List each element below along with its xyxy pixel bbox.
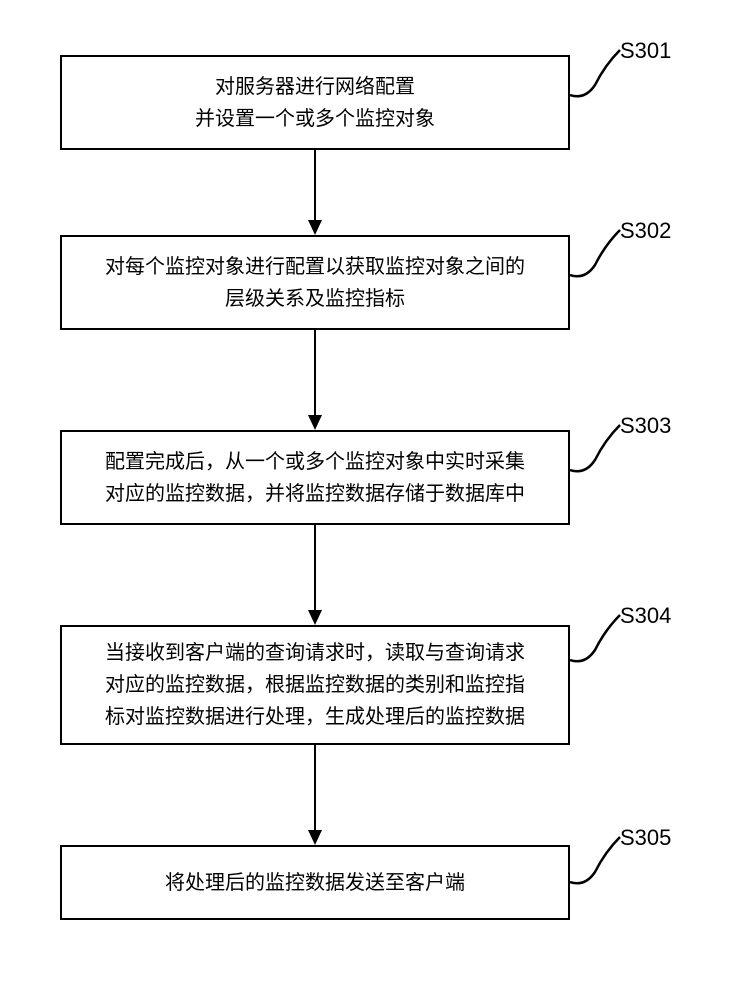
step-text: 当接收到客户端的查询请求时，读取与查询请求 对应的监控数据，根据监控数据的类别和…	[105, 637, 525, 733]
step-text-line: 对应的监控数据，并将监控数据存储于数据库中	[105, 483, 525, 505]
step-text: 对服务器进行网络配置 并设置一个或多个监控对象	[195, 71, 435, 135]
step-text-line: 标对监控数据进行处理，生成处理后的监控数据	[105, 706, 525, 728]
step-label-s305: S305	[620, 825, 671, 851]
step-text-line: 对每个监控对象进行配置以获取监控对象之间的	[105, 256, 525, 278]
connector-curve	[570, 225, 625, 290]
step-text-line: 对应的监控数据，根据监控数据的类别和监控指	[105, 674, 525, 696]
step-text-line: 并设置一个或多个监控对象	[195, 108, 435, 130]
step-label-s302: S302	[620, 218, 671, 244]
step-text: 将处理后的监控数据发送至客户端	[165, 867, 465, 899]
step-label-s304: S304	[620, 603, 671, 629]
step-text: 对每个监控对象进行配置以获取监控对象之间的 层级关系及监控指标	[105, 251, 525, 315]
arrow-connector	[305, 525, 325, 626]
arrow-connector	[305, 330, 325, 431]
flowchart-container: 对服务器进行网络配置 并设置一个或多个监控对象 S301 对每个监控对象进行配置…	[0, 0, 737, 1000]
step-text-line: 当接收到客户端的查询请求时，读取与查询请求	[105, 642, 525, 664]
step-text-line: 将处理后的监控数据发送至客户端	[165, 872, 465, 894]
step-box-s302: 对每个监控对象进行配置以获取监控对象之间的 层级关系及监控指标	[60, 235, 570, 330]
step-text-line: 对服务器进行网络配置	[215, 76, 415, 98]
step-text-line: 配置完成后，从一个或多个监控对象中实时采集	[105, 451, 525, 473]
connector-curve	[570, 420, 625, 485]
step-box-s303: 配置完成后，从一个或多个监控对象中实时采集 对应的监控数据，并将监控数据存储于数…	[60, 430, 570, 525]
step-box-s305: 将处理后的监控数据发送至客户端	[60, 845, 570, 920]
connector-curve	[570, 610, 625, 675]
arrow-connector	[305, 150, 325, 236]
connector-curve	[570, 45, 625, 110]
step-label-s303: S303	[620, 413, 671, 439]
step-text-line: 层级关系及监控指标	[225, 288, 405, 310]
step-box-s301: 对服务器进行网络配置 并设置一个或多个监控对象	[60, 55, 570, 150]
step-box-s304: 当接收到客户端的查询请求时，读取与查询请求 对应的监控数据，根据监控数据的类别和…	[60, 625, 570, 745]
connector-curve	[570, 832, 625, 897]
step-text: 配置完成后，从一个或多个监控对象中实时采集 对应的监控数据，并将监控数据存储于数…	[105, 446, 525, 510]
step-label-s301: S301	[620, 38, 671, 64]
arrow-connector	[305, 745, 325, 846]
